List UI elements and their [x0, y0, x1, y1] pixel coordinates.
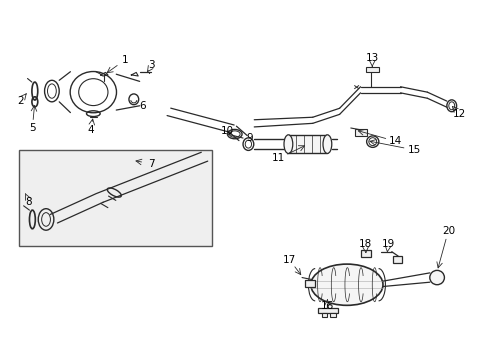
- Ellipse shape: [310, 264, 382, 305]
- Text: 9: 9: [245, 133, 252, 143]
- Text: 7: 7: [148, 159, 155, 169]
- Text: 16: 16: [320, 301, 333, 311]
- Text: 3: 3: [148, 60, 155, 70]
- Bar: [317, 309, 337, 313]
- Text: 19: 19: [381, 239, 394, 249]
- Text: 11: 11: [271, 153, 285, 163]
- Bar: [329, 313, 335, 317]
- Text: 12: 12: [451, 109, 465, 119]
- Text: 4: 4: [87, 125, 94, 135]
- Bar: [305, 280, 314, 287]
- Text: 17: 17: [282, 255, 295, 265]
- Text: 13: 13: [365, 53, 378, 63]
- Bar: [321, 313, 327, 317]
- Bar: [288, 135, 327, 153]
- Text: 6: 6: [139, 102, 145, 112]
- Text: 20: 20: [441, 226, 454, 236]
- Ellipse shape: [429, 270, 444, 285]
- Text: 15: 15: [407, 145, 420, 155]
- Text: 2: 2: [17, 96, 23, 106]
- Text: 18: 18: [358, 239, 371, 249]
- Ellipse shape: [323, 135, 331, 153]
- Bar: [354, 130, 366, 136]
- Text: 1: 1: [122, 55, 128, 65]
- Text: 14: 14: [388, 136, 402, 146]
- Bar: [392, 256, 401, 263]
- Ellipse shape: [284, 135, 292, 153]
- Text: 8: 8: [25, 197, 32, 207]
- Text: 5: 5: [29, 123, 36, 133]
- Text: 10: 10: [221, 126, 234, 136]
- Bar: [360, 250, 370, 257]
- Bar: [366, 67, 378, 72]
- Bar: [19, 149, 211, 246]
